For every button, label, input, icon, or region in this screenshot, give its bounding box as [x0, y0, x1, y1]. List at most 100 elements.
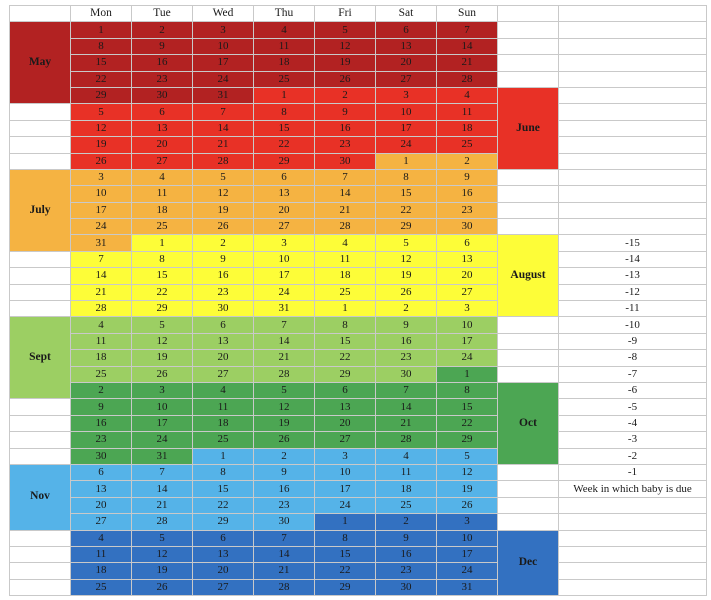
day-cell: 30 [436, 218, 498, 236]
week-row: 12 13 14 15 16 17 18 [9, 119, 707, 138]
day-cell: 26 [253, 431, 315, 449]
day-cell: 18 [192, 414, 254, 433]
day-cell: 10 [314, 463, 376, 482]
month-empty-cell [9, 431, 71, 449]
day-cell: 7 [70, 250, 132, 269]
day-cell: 9 [314, 103, 376, 121]
day-cell: 1 [375, 152, 437, 170]
month-empty-cell [497, 365, 559, 383]
day-cell: 21 [192, 136, 254, 154]
day-cell: 19 [131, 562, 193, 580]
day-cell: 21 [375, 414, 437, 433]
week-row: 23 24 25 26 27 28 29 -3 [9, 431, 707, 449]
weeks-until-due-cell: -5 [558, 398, 707, 416]
day-cell: 3 [436, 513, 498, 531]
day-cell: 14 [436, 37, 498, 56]
day-cell: 1 [314, 300, 376, 318]
day-cell: 8 [375, 168, 437, 187]
day-cell: 21 [131, 496, 193, 515]
weeks-empty-cell [558, 578, 707, 597]
day-cell: 28 [253, 578, 315, 597]
day-cell: 26 [314, 70, 376, 88]
day-cell: 25 [70, 365, 132, 383]
day-cell: 14 [192, 119, 254, 138]
day-cell: 11 [131, 185, 193, 203]
month-empty-cell [497, 168, 559, 187]
month-empty-cell [497, 37, 559, 56]
day-cell: 25 [192, 431, 254, 449]
weeks-empty-cell [558, 86, 707, 105]
pregnancy-calendar-table: Mon Tue Wed Thu Fri Sat Sun May 1 2 3 4 5 6 7 8 9 10 11 12 1… [9, 4, 707, 597]
day-cell: 12 [253, 398, 315, 416]
day-cell: 23 [375, 562, 437, 580]
day-cell: 7 [314, 168, 376, 187]
week-row: 13 14 15 16 17 18 19 Week in which baby is due [10, 480, 707, 498]
day-cell: 20 [192, 562, 254, 580]
weeks-until-due-cell: -4 [558, 414, 707, 433]
month-empty-cell [497, 349, 559, 367]
week-row: 15 16 17 18 19 20 21 [10, 54, 707, 72]
week-row: 9 10 11 12 13 14 15 -5 [9, 398, 707, 416]
day-cell: 7 [375, 381, 437, 400]
day-header-thu: Thu [253, 4, 315, 23]
month-empty-cell [9, 103, 71, 121]
header-empty-right [497, 4, 559, 23]
month-label-june: June [497, 86, 559, 170]
day-cell: 26 [131, 365, 193, 383]
day-cell: 5 [131, 316, 193, 334]
week-row: May 1 2 3 4 5 6 7 [9, 21, 707, 105]
day-cell: 4 [436, 86, 498, 105]
day-cell: 1 [253, 86, 315, 105]
day-cell: 8 [70, 37, 132, 56]
day-header-wed: Wed [192, 4, 254, 23]
month-empty-cell [497, 218, 559, 236]
weeks-until-due-cell: -9 [558, 332, 707, 351]
day-cell: 13 [436, 250, 498, 269]
month-empty-cell [9, 545, 71, 564]
day-cell: 15 [314, 332, 376, 351]
day-cell: 29 [436, 431, 498, 449]
week-row: 24 25 26 27 28 29 30 [10, 218, 707, 236]
day-cell: 30 [192, 300, 254, 318]
day-cell: 19 [375, 267, 437, 285]
day-cell: 4 [131, 168, 193, 187]
day-cell: 3 [314, 447, 376, 465]
day-cell: 25 [375, 496, 437, 515]
day-cell: 21 [314, 201, 376, 220]
weeks-until-due-cell: -15 [558, 234, 707, 252]
day-cell: 10 [131, 398, 193, 416]
weeks-empty-cell [558, 496, 707, 515]
month-empty-cell [9, 152, 71, 170]
day-cell: 29 [314, 578, 376, 597]
day-cell: 19 [436, 480, 498, 498]
day-cell: 30 [375, 578, 437, 597]
week-row: 28 29 30 31 1 2 3 -11 [9, 300, 707, 318]
month-empty-cell [9, 267, 71, 285]
day-cell: 12 [131, 332, 193, 351]
day-header-tue: Tue [131, 4, 193, 23]
day-cell: 24 [70, 218, 132, 236]
day-cell: 20 [253, 201, 315, 220]
weeks-until-due-cell: Week in which baby is due [558, 480, 707, 498]
month-empty-cell [497, 480, 559, 498]
day-cell: 12 [192, 185, 254, 203]
weeks-until-due-cell: -10 [558, 316, 707, 334]
day-header-sat: Sat [375, 4, 437, 23]
month-empty-cell [9, 250, 71, 269]
week-row: 19 20 21 22 23 24 25 [9, 136, 707, 154]
day-cell: 15 [375, 185, 437, 203]
day-cell: 18 [70, 562, 132, 580]
week-row: Nov 6 7 8 9 10 11 12 -1 [9, 463, 707, 531]
week-row: 11 12 13 14 15 16 17 [9, 545, 707, 564]
day-cell: 22 [375, 201, 437, 220]
day-cell: 30 [375, 365, 437, 383]
day-cell: 20 [131, 136, 193, 154]
month-empty-cell [497, 201, 559, 220]
day-cell: 3 [436, 300, 498, 318]
day-cell: 15 [192, 480, 254, 498]
day-cell: 27 [192, 578, 254, 597]
day-cell: 31 [253, 300, 315, 318]
header-empty-left [9, 4, 71, 23]
day-cell: 9 [375, 316, 437, 334]
day-cell: 27 [131, 152, 193, 170]
